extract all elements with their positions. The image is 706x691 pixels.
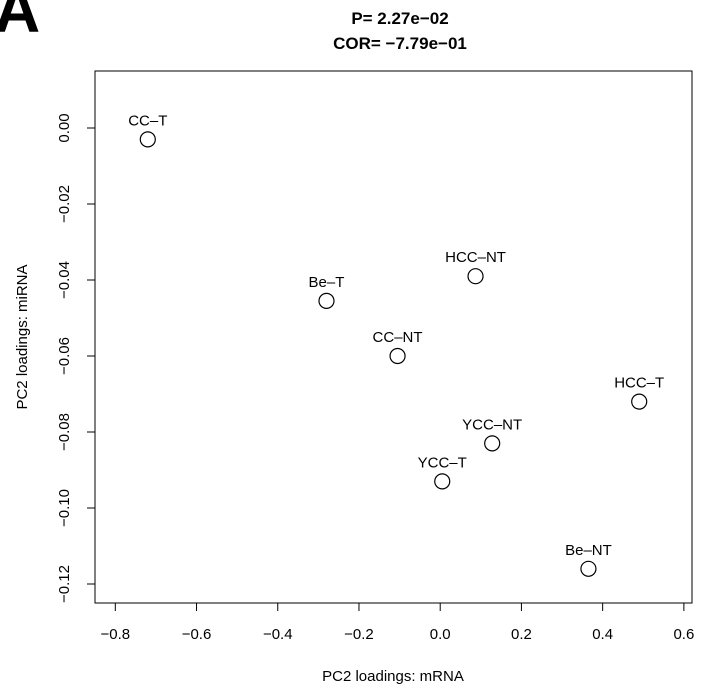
data-points: CC–T Be–T HCC–NT CC–NT HCC–T YCC–NT YCC–T Be–NT bbox=[128, 112, 664, 577]
data-point bbox=[318, 292, 335, 309]
y-tick-label: −0.04 bbox=[56, 261, 73, 299]
y-tick-label: −0.12 bbox=[56, 565, 73, 603]
data-point bbox=[484, 435, 501, 452]
x-tick-label: −0.8 bbox=[100, 626, 130, 643]
data-point bbox=[580, 560, 597, 577]
chart-title: P= 2.27e−02 bbox=[351, 9, 448, 28]
y-tick-label: −0.06 bbox=[56, 337, 73, 375]
y-tick-label: 0.00 bbox=[56, 113, 73, 142]
point-label: YCC–T bbox=[418, 454, 467, 471]
y-tick-label: −0.10 bbox=[56, 489, 73, 527]
point-label: CC–NT bbox=[373, 329, 423, 346]
point-label: Be–NT bbox=[565, 542, 612, 559]
point-label: Be–T bbox=[309, 274, 345, 291]
y-axis-label: PC2 loadings: miRNA bbox=[14, 264, 31, 409]
x-tick-label: −0.6 bbox=[182, 626, 212, 643]
chart-subtitle: COR= −7.79e−01 bbox=[333, 34, 467, 53]
point-label: HCC–NT bbox=[445, 249, 506, 266]
x-axis-label: PC2 loadings: mRNA bbox=[322, 668, 464, 685]
x-tick-label: 0.4 bbox=[592, 626, 613, 643]
x-tick-label: 0.6 bbox=[673, 626, 694, 643]
data-point bbox=[434, 473, 451, 490]
y-tick-label: −0.02 bbox=[56, 185, 73, 223]
x-tick-label: 0.0 bbox=[430, 626, 451, 643]
y-axis: 0.00 −0.02 −0.04 −0.06 −0.08 −0.10 −0.12 bbox=[56, 113, 95, 603]
point-label: HCC–T bbox=[614, 375, 664, 392]
x-tick-label: 0.2 bbox=[511, 626, 532, 643]
data-point bbox=[467, 268, 484, 285]
x-axis: −0.8 −0.6 −0.4 −0.2 0.0 0.2 0.4 0.6 bbox=[100, 603, 694, 643]
point-label: CC–T bbox=[128, 112, 167, 129]
data-point bbox=[139, 131, 156, 148]
x-tick-label: −0.4 bbox=[263, 626, 293, 643]
data-point bbox=[389, 347, 406, 365]
x-tick-label: −0.2 bbox=[344, 626, 374, 643]
y-tick-label: −0.08 bbox=[56, 413, 73, 451]
plot-frame bbox=[94, 70, 693, 604]
data-point bbox=[631, 393, 648, 410]
panel-letter: A bbox=[0, 0, 40, 46]
point-label: YCC–NT bbox=[462, 416, 522, 433]
